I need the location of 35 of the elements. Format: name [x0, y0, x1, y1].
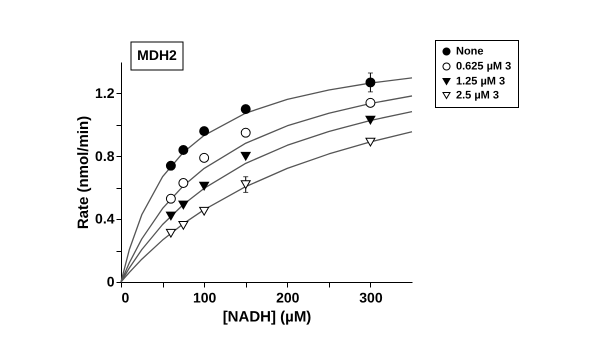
y-axis-title: Rate (nmol/min)	[75, 116, 92, 230]
x-tick-label: 0	[122, 290, 130, 306]
point	[240, 128, 251, 138]
point	[199, 182, 210, 191]
point	[166, 228, 176, 238]
point	[178, 145, 188, 155]
point	[240, 104, 251, 114]
point	[178, 200, 188, 210]
x-axis-title: [NADH] (µM)	[222, 308, 312, 326]
point	[365, 98, 376, 108]
point	[166, 194, 176, 204]
legend-label: 0.625 µM 3	[456, 60, 512, 72]
x-tick-label: 200	[276, 290, 300, 306]
point	[365, 116, 376, 125]
point	[240, 152, 251, 161]
point	[365, 77, 376, 88]
point	[199, 126, 210, 136]
legend-label: 2.5 µM 3	[456, 90, 500, 102]
legend-label: None	[456, 46, 484, 58]
point	[199, 206, 210, 216]
point	[166, 212, 176, 220]
y-tick-label: 0	[106, 274, 115, 290]
x-tick-label: 300	[359, 290, 383, 306]
chart-title: MDH2	[137, 47, 178, 63]
point	[178, 178, 188, 188]
point	[365, 138, 376, 147]
x-tick-label: 100	[192, 290, 217, 306]
point	[166, 160, 176, 171]
y-tick-label: 1.2	[95, 84, 115, 101]
y-tick-label: 0.8	[95, 148, 115, 164]
point	[178, 221, 188, 230]
y-tick-label: 0.4	[95, 210, 115, 227]
point	[199, 152, 210, 163]
legend-label: 1.25 µM 3	[456, 76, 506, 88]
point	[240, 180, 251, 189]
